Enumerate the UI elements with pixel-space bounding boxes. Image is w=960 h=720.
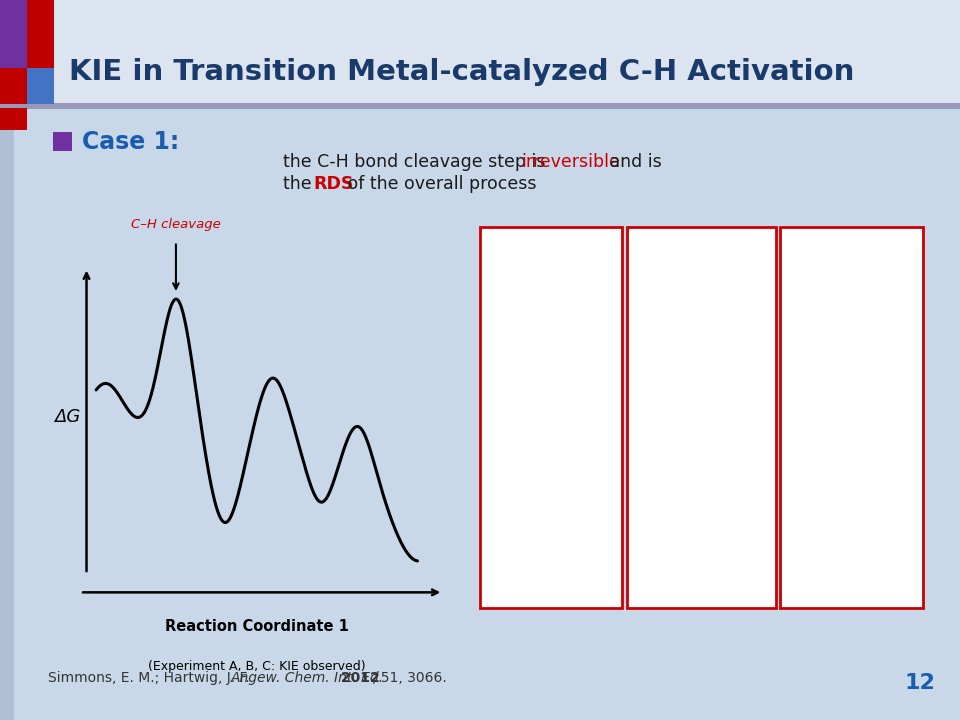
Text: D: D bbox=[752, 442, 764, 457]
FancyBboxPatch shape bbox=[53, 132, 72, 151]
Text: B: B bbox=[694, 245, 708, 263]
Text: KIE in Transition Metal-catalyzed C-H Activation: KIE in Transition Metal-catalyzed C-H Ac… bbox=[69, 58, 854, 86]
Text: R: R bbox=[506, 487, 516, 502]
Text: R: R bbox=[655, 310, 664, 323]
Text: DG: DG bbox=[841, 261, 862, 274]
Text: KIE = [P: KIE = [P bbox=[687, 574, 738, 587]
Text: the C-H bond cleavage step is: the C-H bond cleavage step is bbox=[283, 153, 551, 171]
Text: H: H bbox=[728, 588, 735, 598]
FancyBboxPatch shape bbox=[0, 68, 27, 104]
Text: H: H bbox=[752, 277, 764, 292]
Text: ]: ] bbox=[901, 574, 907, 587]
Text: , 51, 3066.: , 51, 3066. bbox=[372, 671, 446, 685]
Text: R: R bbox=[506, 328, 516, 342]
Text: Reaction Coordinate 1: Reaction Coordinate 1 bbox=[165, 618, 348, 634]
Text: H: H bbox=[742, 403, 749, 413]
Text: H: H bbox=[599, 295, 612, 310]
FancyBboxPatch shape bbox=[0, 103, 960, 109]
Text: 12: 12 bbox=[904, 672, 935, 693]
Text: H: H bbox=[876, 588, 884, 598]
Text: of the overall process: of the overall process bbox=[342, 175, 537, 192]
Text: irreversible: irreversible bbox=[521, 153, 620, 171]
Text: R: R bbox=[732, 536, 741, 549]
FancyBboxPatch shape bbox=[0, 0, 960, 104]
Text: Simmons, E. M.; Hartwig, J. F.: Simmons, E. M.; Hartwig, J. F. bbox=[48, 671, 254, 685]
Text: R: R bbox=[732, 392, 741, 406]
Text: D: D bbox=[582, 588, 589, 598]
Text: Angew. Chem. Int. Ed.: Angew. Chem. Int. Ed. bbox=[230, 671, 383, 685]
Text: D: D bbox=[750, 588, 757, 598]
Text: (Experiment A, B, C: KIE observed): (Experiment A, B, C: KIE observed) bbox=[148, 660, 366, 673]
Text: C: C bbox=[845, 245, 858, 263]
Text: RDS: RDS bbox=[313, 175, 353, 192]
Text: ]/[P: ]/[P bbox=[880, 574, 902, 587]
Text: the: the bbox=[283, 175, 318, 192]
Text: Case 1:: Case 1: bbox=[82, 130, 179, 154]
Text: and is: and is bbox=[604, 153, 661, 171]
Text: k: k bbox=[563, 574, 570, 587]
Text: D: D bbox=[599, 455, 612, 470]
FancyBboxPatch shape bbox=[27, 0, 54, 68]
Text: D: D bbox=[742, 546, 749, 557]
Text: C–H cleavage: C–H cleavage bbox=[131, 218, 221, 231]
Text: 2012: 2012 bbox=[336, 671, 380, 685]
Text: H: H bbox=[569, 588, 576, 598]
FancyBboxPatch shape bbox=[0, 109, 14, 720]
Text: ]/[P: ]/[P bbox=[732, 574, 754, 587]
Text: ]: ] bbox=[755, 574, 759, 587]
Text: A: A bbox=[544, 245, 558, 263]
FancyBboxPatch shape bbox=[0, 108, 27, 130]
Text: R: R bbox=[655, 475, 664, 489]
Text: H: H bbox=[899, 375, 911, 390]
Text: KIE = [P: KIE = [P bbox=[838, 574, 889, 587]
Text: /k: /k bbox=[573, 574, 585, 587]
FancyBboxPatch shape bbox=[0, 0, 27, 68]
Text: D: D bbox=[792, 375, 804, 390]
Text: ΔG: ΔG bbox=[54, 408, 81, 426]
FancyBboxPatch shape bbox=[27, 68, 54, 104]
Text: +: + bbox=[694, 405, 708, 423]
Text: D: D bbox=[898, 588, 905, 598]
Text: KIE =: KIE = bbox=[532, 574, 570, 587]
